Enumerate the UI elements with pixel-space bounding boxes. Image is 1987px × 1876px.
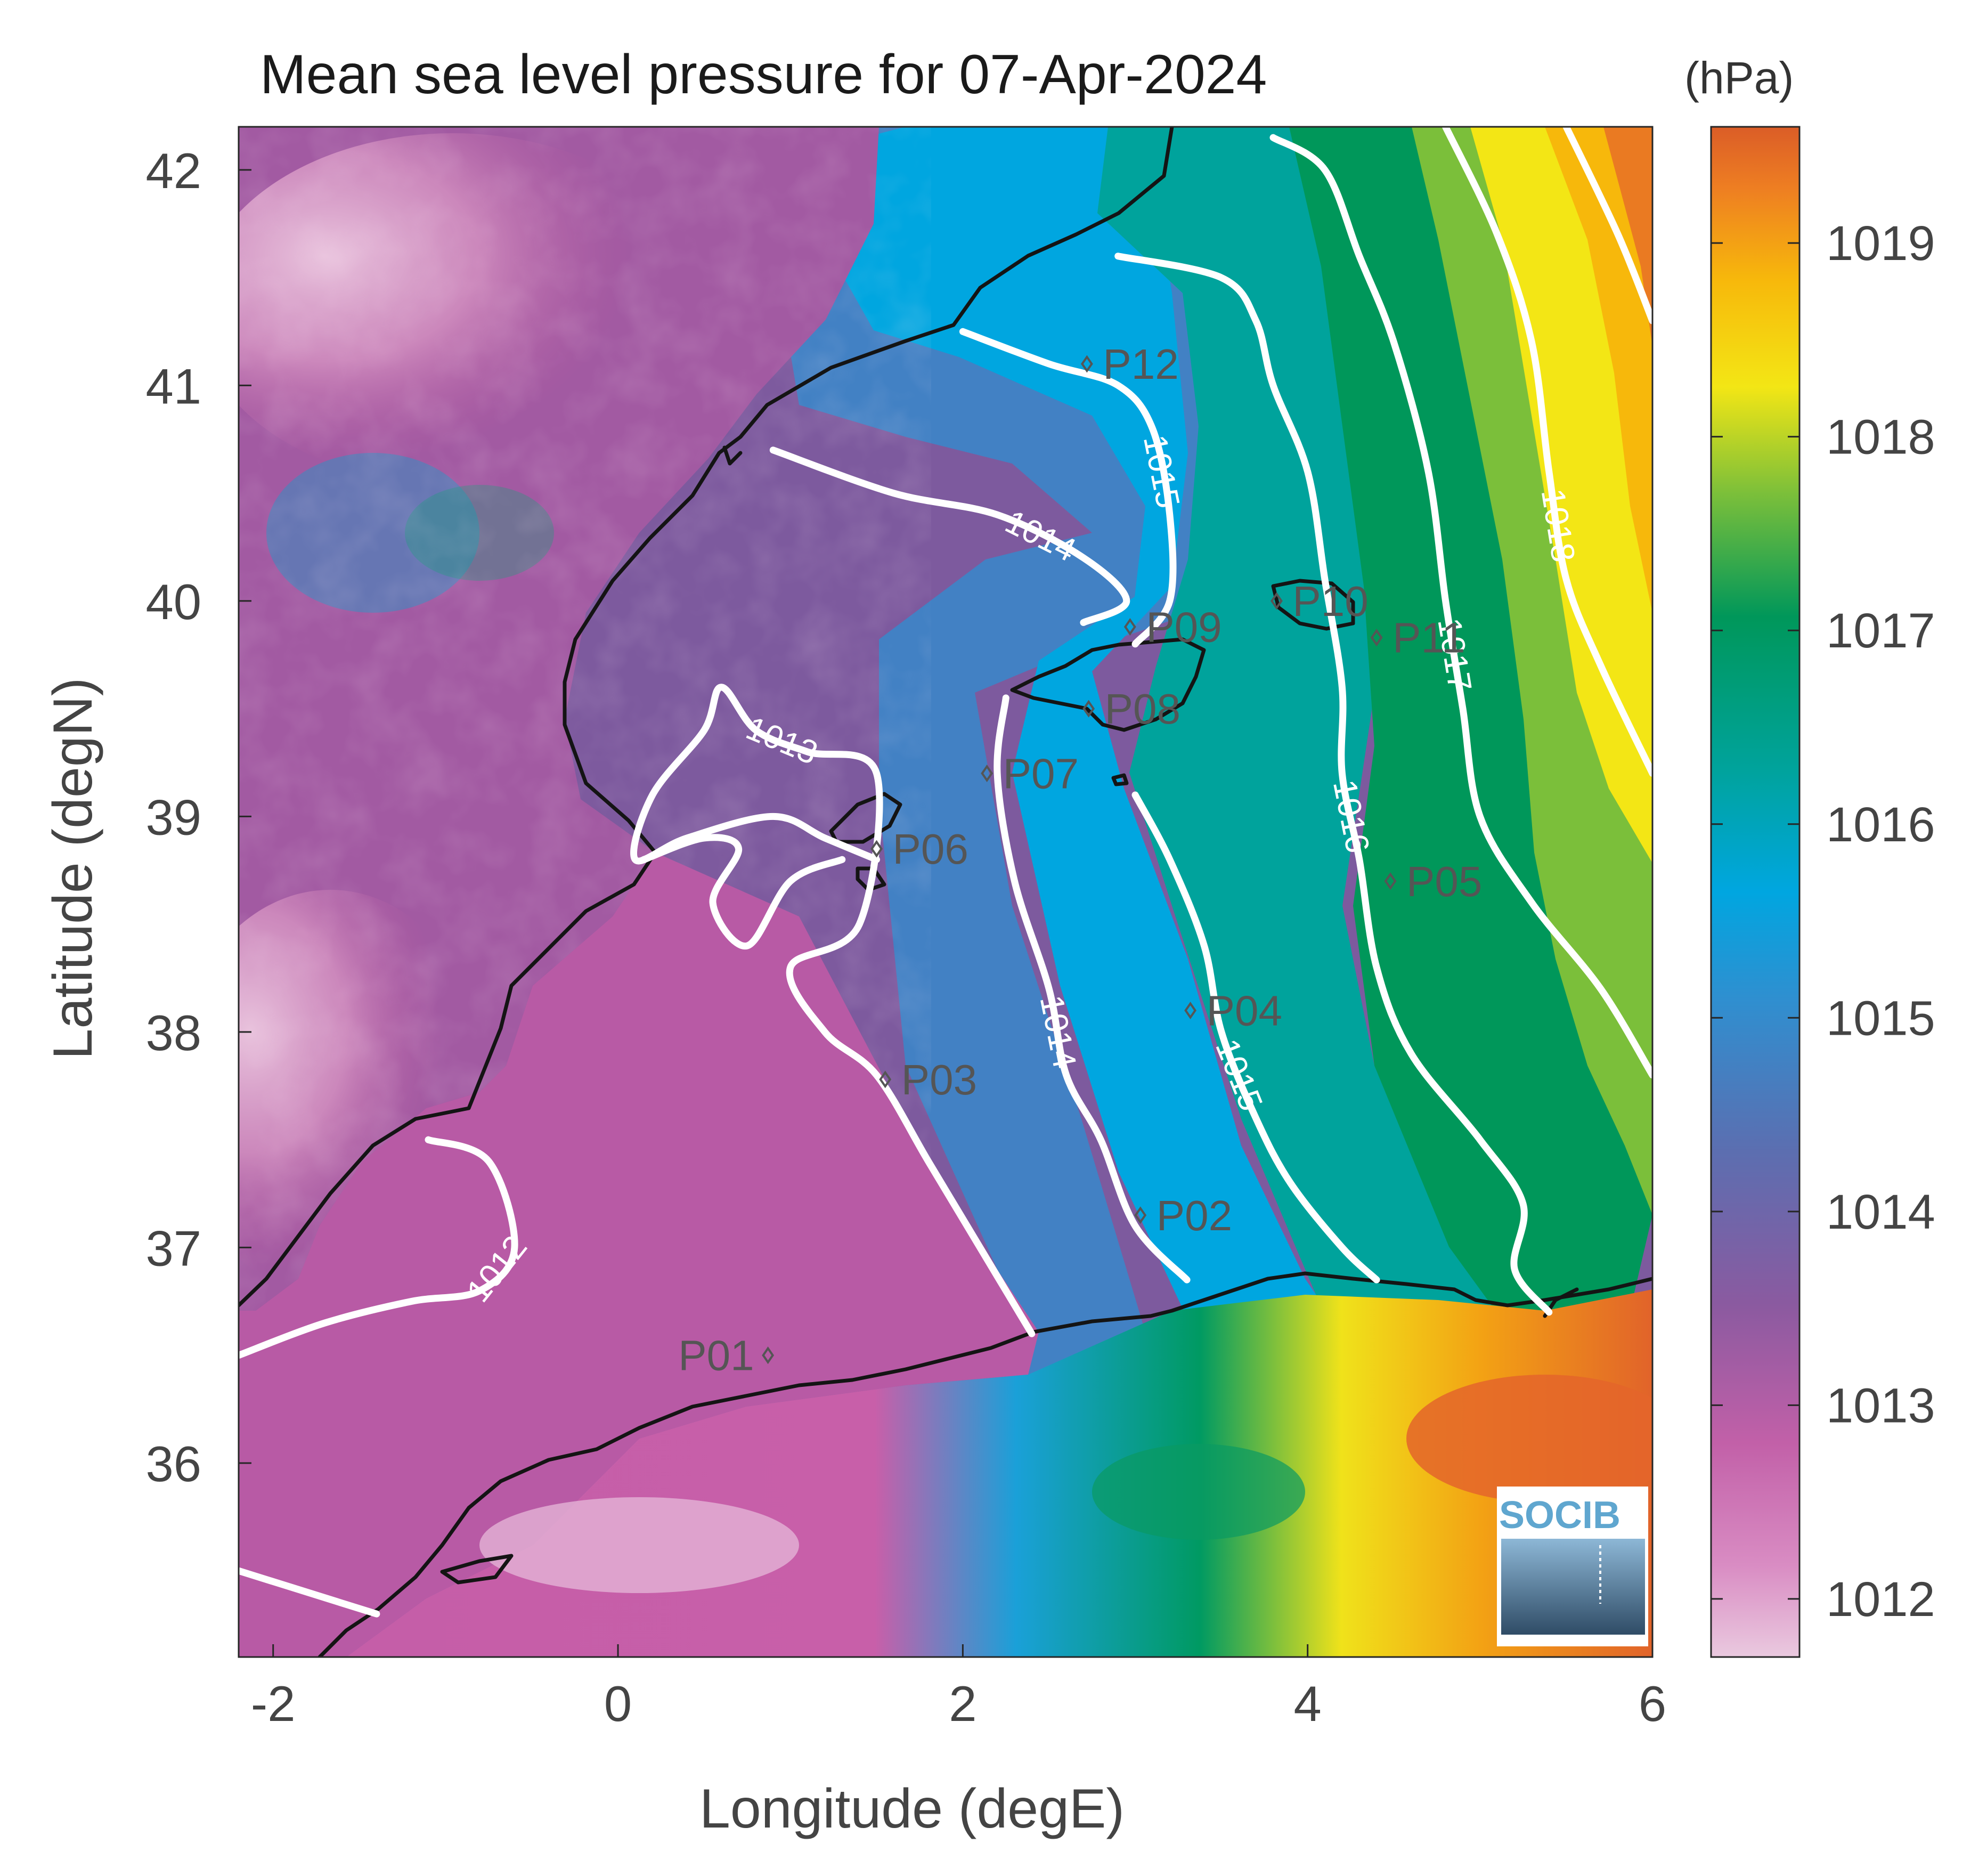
- station-label: P11: [1392, 614, 1465, 662]
- station-label: P01: [678, 1332, 754, 1379]
- station-label: P08: [1105, 685, 1180, 733]
- colorbar: 1012 1013 1014 1015 1016 1017 1018 1019: [1710, 126, 1935, 1658]
- x-tick-label: 6: [1639, 1676, 1666, 1732]
- y-tick-label: 36: [145, 1436, 201, 1492]
- colorbar-tick-label: 1017: [1826, 604, 1935, 658]
- x-tick-label: 4: [1294, 1676, 1322, 1732]
- socib-logo: SOCIB: [1497, 1487, 1648, 1646]
- pressure-field: [239, 127, 1652, 1657]
- station-label: P06: [893, 825, 968, 873]
- pressure-band-1014: [767, 127, 1225, 1439]
- y-axis-label: Latitude (degN): [42, 678, 104, 1060]
- isobar-contours: [239, 127, 1652, 1618]
- colorbar-units: (hPa): [1684, 53, 1794, 103]
- station-label: P02: [1157, 1192, 1232, 1239]
- africa-relief-orange: [1406, 1375, 1652, 1503]
- alboran-sea-field: [239, 852, 1039, 1657]
- station-marker: [1123, 618, 1136, 636]
- africa-relief-pink: [479, 1497, 799, 1593]
- menorca-coast: [1271, 579, 1355, 631]
- colorbar-tick-label: 1014: [1826, 1185, 1935, 1239]
- station-marker: [1134, 1206, 1147, 1224]
- colorbar-tick-label: 1015: [1826, 991, 1935, 1045]
- station-label: P10: [1292, 578, 1368, 625]
- station-marker: [1370, 629, 1383, 647]
- colorbar-tick-label: 1018: [1826, 410, 1935, 465]
- x-axis-label: Longitude (degE): [699, 1778, 1125, 1840]
- y-tick-label: 41: [145, 358, 201, 414]
- pressure-band-1019: [1603, 127, 1652, 346]
- station-marker: [1082, 700, 1095, 718]
- isobar-1012: [239, 1136, 518, 1359]
- isobar-1014: [769, 446, 1130, 626]
- station-markers: P01 P02 P03 P04 P05 P06 P07 P08 P09 P10 P11 P12: [678, 340, 1482, 1379]
- y-tick-label: 37: [145, 1220, 201, 1276]
- station-marker: [762, 1346, 775, 1365]
- y-tick-label: 39: [145, 789, 201, 845]
- cabrera-coast: [1111, 773, 1129, 786]
- isobar-1014: [994, 694, 1191, 1284]
- colorbar-tick-label: 1012: [1826, 1572, 1935, 1627]
- x-axis: -2 0 2 4 6: [251, 1644, 1666, 1732]
- pressure-band-1015: [778, 127, 1364, 1385]
- isobar-1019: [1562, 127, 1652, 324]
- isobar-1015: [1131, 791, 1380, 1284]
- x-tick-label: -2: [251, 1676, 296, 1732]
- station-marker: [981, 765, 994, 783]
- x-tick-label: 0: [604, 1676, 632, 1732]
- station-marker: [879, 1070, 892, 1089]
- colorbar-tick-label: 1016: [1826, 798, 1935, 852]
- station-label: P03: [901, 1056, 977, 1103]
- station-marker: [1184, 1001, 1197, 1019]
- north-africa-coastline: [317, 1271, 1652, 1657]
- x-tick-label: 2: [949, 1676, 976, 1732]
- isobar-1015: [959, 328, 1177, 648]
- europe-coast-segment: [722, 445, 743, 466]
- station-marker: [1384, 872, 1397, 890]
- isobar-1012: [239, 1567, 380, 1618]
- station-marker: [1270, 592, 1283, 610]
- y-axis: 36 37 38 39 40 41 42: [145, 143, 251, 1492]
- colorbar-swatch: [1710, 126, 1801, 1658]
- africa-relief-green: [1092, 1444, 1305, 1540]
- isobar-1013: [640, 834, 846, 950]
- y-tick-label: 38: [145, 1005, 201, 1061]
- station-label: P05: [1406, 858, 1482, 905]
- pressure-band-1017: [1412, 127, 1652, 1215]
- iberia-coastline: [239, 127, 1174, 1307]
- plot-frame: [238, 126, 1654, 1658]
- y-tick-label: 40: [145, 574, 201, 630]
- isobar-1018: [1442, 127, 1652, 777]
- logo-text: SOCIB: [1499, 1494, 1620, 1537]
- alboran-island: [440, 1554, 514, 1585]
- coastlines: [239, 127, 1652, 1657]
- isobar-1017: [1269, 134, 1652, 1079]
- logo-panel: [1501, 1539, 1645, 1635]
- station-label: P09: [1146, 603, 1221, 651]
- station-label: P07: [1003, 750, 1079, 798]
- isobar-1016: [1114, 253, 1553, 1316]
- colorbar-tick-label: 1013: [1826, 1378, 1935, 1433]
- station-marker: [870, 840, 883, 858]
- station-label: P04: [1207, 987, 1282, 1034]
- mallorca-coast: [1010, 637, 1206, 732]
- colorbar-tick-label: 1019: [1826, 216, 1935, 271]
- station-label: P12: [1103, 340, 1178, 388]
- station-marker: [1080, 355, 1093, 373]
- chart-title: Mean sea level pressure for 07-Apr-2024: [260, 44, 1267, 105]
- isobar-1013: [630, 684, 1036, 1337]
- colorbar-ticks: 1012 1013 1014 1015 1016 1017 1018 1019: [1711, 216, 1935, 1627]
- y-tick-label: 42: [145, 143, 201, 199]
